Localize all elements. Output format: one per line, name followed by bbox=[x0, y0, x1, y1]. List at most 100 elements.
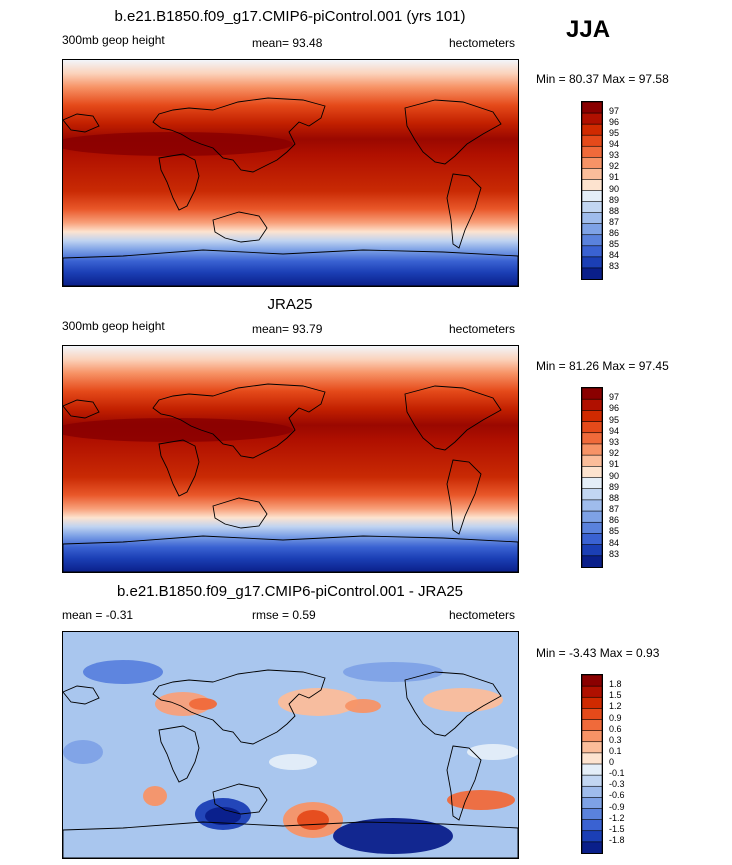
panel1-colorbar bbox=[581, 101, 603, 280]
field-background bbox=[63, 60, 518, 286]
colorbar-box bbox=[582, 168, 602, 181]
colorbar-box bbox=[582, 432, 602, 445]
coastline bbox=[404, 99, 502, 165]
colorbar-label: 97 bbox=[609, 106, 620, 117]
anomaly-contour bbox=[143, 786, 167, 806]
colorbar-label: 95 bbox=[609, 414, 620, 425]
colorbar-label: 91 bbox=[609, 459, 620, 470]
coastline bbox=[152, 97, 326, 173]
colorbar-box bbox=[582, 521, 602, 535]
colorbar-box bbox=[582, 466, 602, 479]
coastline bbox=[446, 173, 482, 249]
colorbar-label: 93 bbox=[609, 150, 620, 161]
colorbar-label: 92 bbox=[609, 161, 620, 172]
anomaly-contour bbox=[297, 810, 329, 830]
colorbar-box bbox=[582, 134, 602, 148]
colorbar-box bbox=[582, 808, 602, 821]
colorbar-label: 0.1 bbox=[609, 745, 622, 756]
colorbar-label: 1.8 bbox=[609, 679, 622, 690]
colorbar-box bbox=[582, 510, 602, 524]
colorbar-box bbox=[582, 533, 602, 546]
colorbar-box bbox=[582, 477, 602, 490]
colorbar-box bbox=[582, 719, 602, 732]
colorbar-label: 88 bbox=[609, 492, 620, 503]
coastline bbox=[63, 113, 100, 133]
colorbar-label: -0.6 bbox=[609, 790, 625, 801]
colorbar-label: 85 bbox=[609, 238, 620, 249]
panel1-map bbox=[62, 59, 519, 287]
colorbar-label: -0.3 bbox=[609, 779, 625, 790]
colorbar-label: -1.5 bbox=[609, 823, 625, 834]
coastline bbox=[158, 725, 200, 783]
panel3-title: b.e21.B1850.f09_g17.CMIP6-piControl.001 … bbox=[116, 583, 464, 600]
colorbar-label: 1.2 bbox=[609, 701, 622, 712]
anomaly-contour bbox=[345, 699, 381, 713]
coastline bbox=[63, 821, 518, 858]
colorbar-box bbox=[582, 741, 602, 754]
colorbar-label: 84 bbox=[609, 249, 620, 260]
anomaly-contour bbox=[269, 754, 317, 770]
panel2-colorbar bbox=[581, 387, 603, 568]
season-label: JJA bbox=[566, 16, 611, 43]
colorbar-box bbox=[582, 256, 602, 269]
coastline bbox=[152, 383, 326, 459]
panel1-title: b.e21.B1850.f09_g17.CMIP6-piControl.001 … bbox=[114, 8, 466, 25]
colorbar-label: 84 bbox=[609, 537, 620, 548]
colorbar-box bbox=[582, 190, 602, 203]
panel3-units: hectometers bbox=[449, 608, 516, 622]
panel2-title: JRA25 bbox=[267, 296, 313, 313]
colorbar-box bbox=[582, 555, 602, 567]
colorbar-box bbox=[582, 675, 602, 688]
anomaly-contour bbox=[155, 692, 211, 716]
colorbar-box bbox=[582, 819, 602, 832]
colorbar-box bbox=[582, 157, 602, 170]
colorbar-box bbox=[582, 388, 602, 401]
panel1-field-plot bbox=[63, 60, 518, 286]
colorbar-box bbox=[582, 499, 602, 512]
panel2-variable-label: 300mb geop height bbox=[62, 319, 165, 333]
coastline bbox=[63, 535, 518, 572]
colorbar-label: 85 bbox=[609, 526, 620, 537]
colorbar-label: 0.9 bbox=[609, 712, 622, 723]
colorbar-label: 96 bbox=[609, 117, 620, 128]
anomaly-contour bbox=[467, 744, 518, 760]
panel3-minmax: Min = -3.43 Max = 0.93 bbox=[536, 646, 660, 660]
colorbar-label: 89 bbox=[609, 194, 620, 205]
colorbar-box bbox=[582, 102, 602, 114]
panel2-units: hectometers bbox=[449, 322, 516, 336]
colorbar-box bbox=[582, 708, 602, 721]
colorbar-label: 0.6 bbox=[609, 723, 622, 734]
coastline bbox=[404, 671, 502, 737]
colorbar-box bbox=[582, 410, 602, 423]
colorbar-label: -0.9 bbox=[609, 801, 625, 812]
colorbar-label: 0 bbox=[609, 757, 615, 767]
colorbar-box bbox=[582, 841, 602, 853]
colorbar-label: 83 bbox=[609, 548, 620, 559]
colorbar-label: 97 bbox=[609, 392, 620, 403]
colorbar-box bbox=[582, 267, 602, 279]
panel2-minmax: Min = 81.26 Max = 97.45 bbox=[536, 359, 669, 373]
colorbar-box bbox=[582, 730, 602, 743]
colorbar-label: 87 bbox=[609, 504, 620, 515]
colorbar-box bbox=[582, 797, 602, 810]
coastline bbox=[404, 385, 502, 451]
colorbar-label: 89 bbox=[609, 481, 620, 492]
colorbar-label: 87 bbox=[609, 216, 620, 227]
colorbar-box bbox=[582, 212, 602, 225]
coastline bbox=[446, 745, 482, 821]
anomaly-contour bbox=[343, 662, 443, 682]
panel3-field-plot bbox=[63, 632, 518, 858]
colorbar-box bbox=[582, 145, 602, 159]
coastline bbox=[212, 211, 268, 243]
colorbar-box bbox=[582, 201, 602, 214]
colorbar-label: 93 bbox=[609, 436, 620, 447]
coastline bbox=[158, 153, 200, 211]
panel1-minmax: Min = 80.37 Max = 97.58 bbox=[536, 72, 669, 86]
colorbar-box bbox=[582, 123, 602, 137]
colorbar-label: 86 bbox=[609, 227, 620, 238]
colorbar-label: 83 bbox=[609, 260, 620, 271]
coastline bbox=[212, 497, 268, 529]
panel3-rmse: rmse = 0.59 bbox=[252, 608, 316, 622]
colorbar-box bbox=[582, 763, 602, 777]
colorbar-label: 92 bbox=[609, 448, 620, 459]
